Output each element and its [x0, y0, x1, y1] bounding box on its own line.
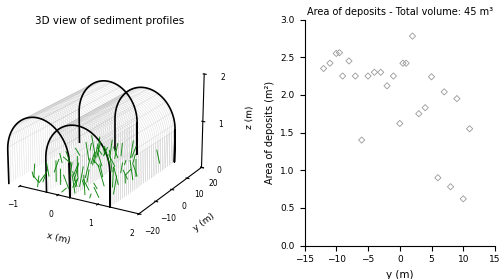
Point	[466, 126, 473, 131]
X-axis label: y (m): y (m)	[386, 270, 413, 279]
Point	[358, 138, 366, 142]
Point	[345, 59, 353, 63]
Title: Area of deposits - Total volume: 45 m³: Area of deposits - Total volume: 45 m³	[306, 7, 493, 17]
Point	[460, 197, 468, 201]
Point	[390, 74, 398, 78]
Point	[396, 121, 404, 126]
Point	[326, 61, 334, 66]
Point	[434, 175, 442, 180]
Point	[421, 105, 429, 110]
Point	[402, 61, 410, 66]
Point	[320, 66, 328, 71]
Point	[376, 70, 384, 74]
Point	[383, 84, 391, 88]
X-axis label: x (m): x (m)	[46, 232, 71, 246]
Point	[408, 34, 416, 38]
Point	[399, 61, 407, 66]
Point	[336, 50, 344, 55]
Point	[370, 70, 378, 74]
Point	[428, 74, 436, 79]
Y-axis label: y (m): y (m)	[192, 211, 216, 233]
Point	[332, 51, 340, 56]
Point	[364, 74, 372, 78]
Point	[415, 111, 423, 116]
Title: 3D view of sediment profiles: 3D view of sediment profiles	[35, 16, 184, 26]
Point	[338, 74, 346, 78]
Point	[440, 90, 448, 94]
Y-axis label: Area of deposits (m²): Area of deposits (m²)	[265, 81, 275, 184]
Point	[446, 184, 454, 189]
Point	[352, 74, 360, 78]
Point	[453, 96, 461, 101]
